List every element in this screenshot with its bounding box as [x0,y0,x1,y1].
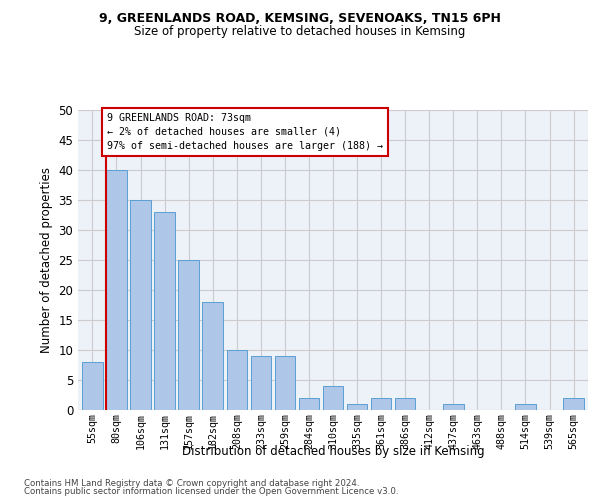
Text: Distribution of detached houses by size in Kemsing: Distribution of detached houses by size … [182,444,484,458]
Bar [202,302,223,410]
Text: Contains HM Land Registry data © Crown copyright and database right 2024.: Contains HM Land Registry data © Crown c… [24,478,359,488]
Bar [299,398,319,410]
Y-axis label: Number of detached properties: Number of detached properties [40,167,53,353]
Bar [371,398,391,410]
Bar [323,386,343,410]
Bar [82,362,103,410]
Text: Size of property relative to detached houses in Kemsing: Size of property relative to detached ho… [134,25,466,38]
Bar [251,356,271,410]
Bar [106,170,127,410]
Bar [395,398,415,410]
Bar [563,398,584,410]
Bar [443,404,464,410]
Text: 9 GREENLANDS ROAD: 73sqm
← 2% of detached houses are smaller (4)
97% of semi-det: 9 GREENLANDS ROAD: 73sqm ← 2% of detache… [107,113,383,151]
Bar [515,404,536,410]
Bar [154,212,175,410]
Bar [227,350,247,410]
Bar [275,356,295,410]
Bar [178,260,199,410]
Text: Contains public sector information licensed under the Open Government Licence v3: Contains public sector information licen… [24,487,398,496]
Bar [130,200,151,410]
Text: 9, GREENLANDS ROAD, KEMSING, SEVENOAKS, TN15 6PH: 9, GREENLANDS ROAD, KEMSING, SEVENOAKS, … [99,12,501,26]
Bar [347,404,367,410]
